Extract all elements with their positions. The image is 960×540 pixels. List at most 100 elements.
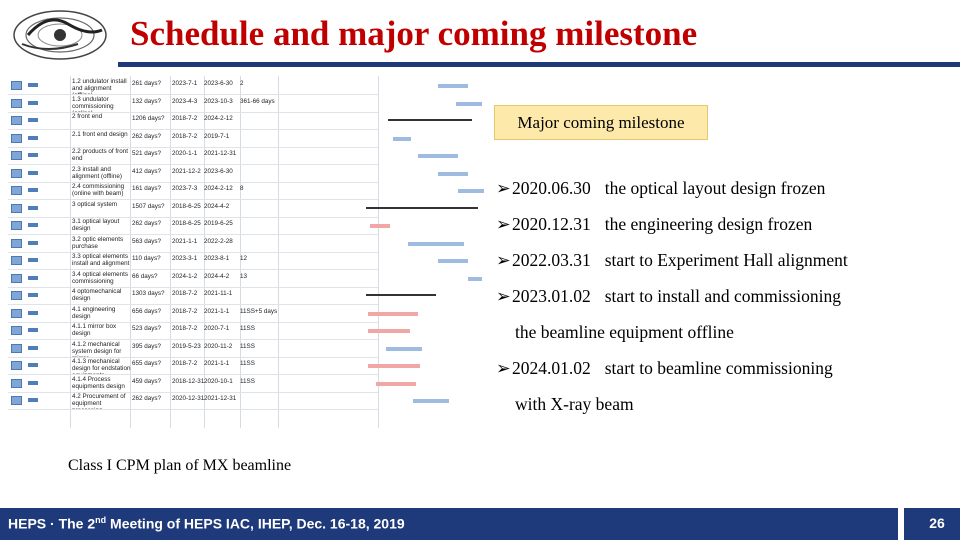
task-indicator-icon: [28, 223, 38, 227]
task-mode-icon: [8, 322, 26, 339]
gantt-bar: [368, 364, 420, 368]
task-indicator-icon: [28, 153, 38, 157]
task-indicator-icon: [28, 345, 38, 350]
milestone-item: ➢2023.01.02 start to install and commissi…: [496, 286, 841, 306]
task-start: 2018-7-2: [172, 360, 198, 367]
gantt-bar: [368, 329, 410, 333]
task-indicator-icon: [28, 100, 38, 105]
gantt-row: 4.1.3 mechanical design for endstation e…: [8, 357, 378, 375]
milestone-item: ➢2022.03.31 start to Experiment Hall alig…: [496, 250, 848, 270]
task-finish: 2021-12-31: [204, 395, 237, 402]
gantt-bar: [413, 399, 449, 403]
heps-logo: [13, 10, 107, 60]
task-finish: 2019-7-1: [204, 132, 230, 140]
task-indicator-icon: [28, 83, 38, 87]
gantt-row: 4.2 Procurement of equipment processing 2…: [8, 392, 378, 410]
task-predecessor: 11SS: [240, 360, 255, 367]
task-start: 2023-7-3: [172, 185, 198, 192]
task-start: 2021-1-1: [172, 237, 198, 245]
gantt-row: 4.1.1 mirror box design 523 days? 2018-7-2…: [8, 322, 378, 340]
gantt-bar: [376, 381, 416, 386]
task-finish: 2022-2-28: [204, 237, 233, 245]
milestone-item: ➢2024.01.02 start to beamline commissioni…: [496, 358, 833, 378]
task-name: 1.3 undulator commissioning (online): [72, 95, 114, 112]
task-start: 2020-1-1: [172, 150, 198, 157]
task-name: 2.3 install and alignment (offline): [72, 165, 122, 180]
task-finish: 2021-11-1: [204, 290, 233, 297]
task-mode-icon: [8, 392, 26, 409]
gantt-bar: [366, 294, 436, 296]
task-predecessor: 11SS+5 days: [240, 307, 278, 315]
task-indicator-icon: [28, 398, 38, 402]
gantt-bar: [368, 311, 418, 316]
task-predecessor: 12: [240, 255, 248, 262]
gantt-row: 4 optomechanical design 1303 days? 2018-7-…: [8, 287, 378, 305]
task-duration: 1303 days?: [132, 290, 165, 297]
task-duration: 132 days?: [132, 97, 162, 105]
task-finish: 2023-8-1: [204, 255, 230, 262]
task-mode-icon: [8, 235, 26, 252]
task-duration: 262 days?: [132, 220, 162, 227]
footer-bar: HEPS · The 2nd Meeting of HEPS IAC, IHEP…: [0, 508, 960, 540]
gantt-bar: [468, 276, 482, 281]
task-start: 2023-3-1: [172, 255, 198, 262]
gantt-bar: [393, 136, 411, 141]
task-duration: 459 days?: [132, 377, 162, 385]
task-finish: 2023-6-30: [204, 80, 233, 87]
task-name: 2.2 products of front end: [72, 148, 129, 162]
task-indicator-icon: [28, 118, 38, 122]
task-duration: 262 days?: [132, 395, 162, 402]
task-start: 2018-7-2: [172, 325, 198, 332]
task-mode-icon: [8, 217, 26, 234]
task-predecessor: 11SS: [240, 377, 255, 385]
gantt-row: 2.3 install and alignment (offline) 412 d…: [8, 165, 378, 183]
task-name: 2.4 commissioning (online with beam): [72, 183, 125, 197]
task-duration: 412 days?: [132, 167, 162, 175]
gantt-chart: 1.2 undulator install and alignment (off…: [8, 76, 486, 428]
gantt-row: 3 optical system 1507 days? 2018-6-25 2024-…: [8, 200, 378, 218]
task-finish: 2024-2-12: [204, 115, 233, 122]
task-indicator-icon: [28, 380, 38, 385]
task-start: 2018-7-2: [172, 290, 198, 297]
gantt-row: 1.2 undulator install and alignment (off…: [8, 77, 378, 95]
task-finish: 2021-1-1: [204, 360, 230, 367]
task-finish: 2021-1-1: [204, 307, 230, 315]
task-indicator-icon: [28, 310, 38, 315]
task-finish: 2024-2-12: [204, 185, 233, 192]
task-mode-icon: [8, 200, 26, 217]
task-predecessor: 8: [240, 185, 244, 192]
task-name: 3.3 optical elements install and alignme…: [72, 253, 130, 267]
task-start: 2018-7-2: [172, 132, 198, 140]
task-name: 4.1.1 mirror box design: [72, 323, 117, 337]
gantt-row: 4.1.4 Process equipments design 459 days?…: [8, 375, 378, 393]
task-name: 4.1.3 mechanical design for endstation e…: [72, 358, 131, 374]
gantt-bar: [438, 259, 468, 263]
task-predecessor: 2: [240, 80, 244, 87]
task-predecessor: 11SS: [240, 325, 255, 332]
task-finish: 2021-12-31: [204, 150, 237, 157]
task-mode-icon: [8, 77, 26, 94]
task-indicator-icon: [28, 363, 38, 367]
task-name: 4.2 Procurement of equipment processing: [72, 393, 126, 409]
page-title: Schedule and major coming milestone: [130, 14, 698, 53]
task-duration: 656 days?: [132, 307, 162, 315]
task-mode-icon: [8, 147, 26, 164]
task-name: 1.2 undulator install and alignment (off…: [72, 78, 127, 94]
task-finish: 2023-10-3: [204, 97, 233, 105]
gantt-bar: [408, 241, 464, 246]
task-duration: 110 days?: [132, 255, 161, 262]
task-name: 3 optical system: [72, 200, 118, 208]
task-finish: 2023-6-30: [204, 167, 233, 175]
figure-caption: Class I CPM plan of MX beamline: [68, 457, 292, 474]
task-indicator-icon: [28, 258, 38, 262]
task-finish: 2024-4-2: [204, 202, 230, 210]
task-duration: 261 days?: [132, 80, 162, 87]
task-indicator-icon: [28, 170, 38, 175]
task-duration: 521 days?: [132, 150, 162, 157]
task-duration: 655 days?: [132, 360, 162, 367]
arrow-bullet-icon: ➢: [496, 214, 511, 234]
task-indicator-icon: [28, 188, 38, 192]
task-indicator-icon: [28, 135, 38, 140]
task-mode-icon: [8, 182, 26, 199]
gantt-row: 2.1 front end design 262 days? 2018-7-2 201…: [8, 130, 378, 148]
